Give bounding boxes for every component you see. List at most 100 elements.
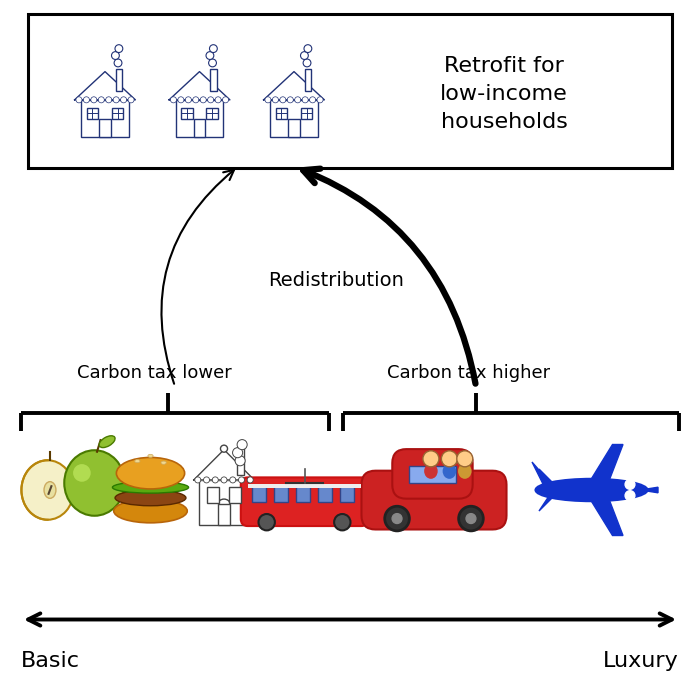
Circle shape [334,514,351,531]
Bar [318,486,332,502]
Bar [207,487,219,503]
Circle shape [220,445,228,452]
Polygon shape [532,462,556,490]
Bar [270,100,318,136]
Ellipse shape [64,450,125,516]
Bar [181,108,193,119]
Circle shape [235,456,245,466]
Circle shape [212,477,218,483]
FancyBboxPatch shape [392,449,473,498]
Ellipse shape [116,458,185,489]
Circle shape [232,448,243,458]
Polygon shape [640,487,658,493]
FancyBboxPatch shape [241,477,368,526]
Polygon shape [584,444,623,490]
Circle shape [442,451,457,467]
Circle shape [115,45,122,52]
Circle shape [91,97,97,103]
Circle shape [239,477,244,483]
FancyBboxPatch shape [361,470,507,529]
Bar [199,480,249,525]
Circle shape [392,514,402,524]
Circle shape [237,440,247,449]
Circle shape [385,506,410,531]
Circle shape [303,59,311,66]
Circle shape [317,97,323,103]
Bar [210,69,217,91]
Ellipse shape [458,463,472,479]
Ellipse shape [134,459,140,463]
Circle shape [258,514,275,531]
Circle shape [200,97,206,103]
Bar [28,14,672,168]
Circle shape [209,59,216,66]
Ellipse shape [113,499,188,523]
Circle shape [114,59,122,66]
Ellipse shape [536,479,648,501]
Bar [288,119,300,136]
Circle shape [247,477,253,483]
Polygon shape [539,490,560,511]
Bar [229,487,241,503]
FancyArrowPatch shape [303,169,475,384]
Circle shape [466,514,476,524]
Circle shape [193,97,199,103]
Circle shape [287,97,293,103]
Ellipse shape [113,482,188,494]
Circle shape [230,477,236,483]
FancyArrowPatch shape [162,170,234,384]
Text: Carbon tax lower: Carbon tax lower [76,363,232,382]
Polygon shape [194,449,254,480]
Polygon shape [584,490,623,536]
Bar [305,69,312,91]
Bar [194,119,205,136]
Circle shape [178,97,184,103]
Bar [410,466,456,484]
Circle shape [98,97,104,103]
Ellipse shape [99,436,115,447]
Circle shape [215,97,221,103]
Circle shape [170,97,176,103]
Circle shape [457,451,473,467]
Circle shape [309,97,316,103]
Bar [87,108,98,119]
Circle shape [208,97,213,103]
Circle shape [209,45,217,52]
Circle shape [272,97,279,103]
Bar [112,108,123,119]
Ellipse shape [442,463,456,479]
Circle shape [423,451,439,467]
Circle shape [111,52,119,60]
Bar [116,69,122,91]
Circle shape [120,97,127,103]
Circle shape [186,97,191,103]
Text: Carbon tax higher: Carbon tax higher [387,363,551,382]
Circle shape [300,52,308,60]
Text: Redistribution: Redistribution [268,270,404,290]
Bar [218,504,230,525]
Bar [206,108,218,119]
Circle shape [302,97,308,103]
Text: Basic: Basic [21,651,80,671]
Bar [276,108,287,119]
Ellipse shape [22,461,74,519]
Circle shape [195,477,201,483]
Ellipse shape [115,490,186,505]
Bar [248,484,361,487]
Ellipse shape [44,482,56,498]
Circle shape [280,97,286,103]
Bar [296,486,310,502]
Circle shape [304,45,312,52]
Circle shape [265,97,271,103]
Polygon shape [539,469,560,490]
Circle shape [204,477,209,483]
Circle shape [113,97,119,103]
Circle shape [625,480,635,489]
Ellipse shape [148,454,153,458]
Bar [81,100,129,136]
Text: Retrofit for
low-income
households: Retrofit for low-income households [440,57,568,132]
Bar [176,100,223,136]
Bar [274,486,288,502]
Circle shape [295,97,301,103]
Bar [99,119,111,136]
